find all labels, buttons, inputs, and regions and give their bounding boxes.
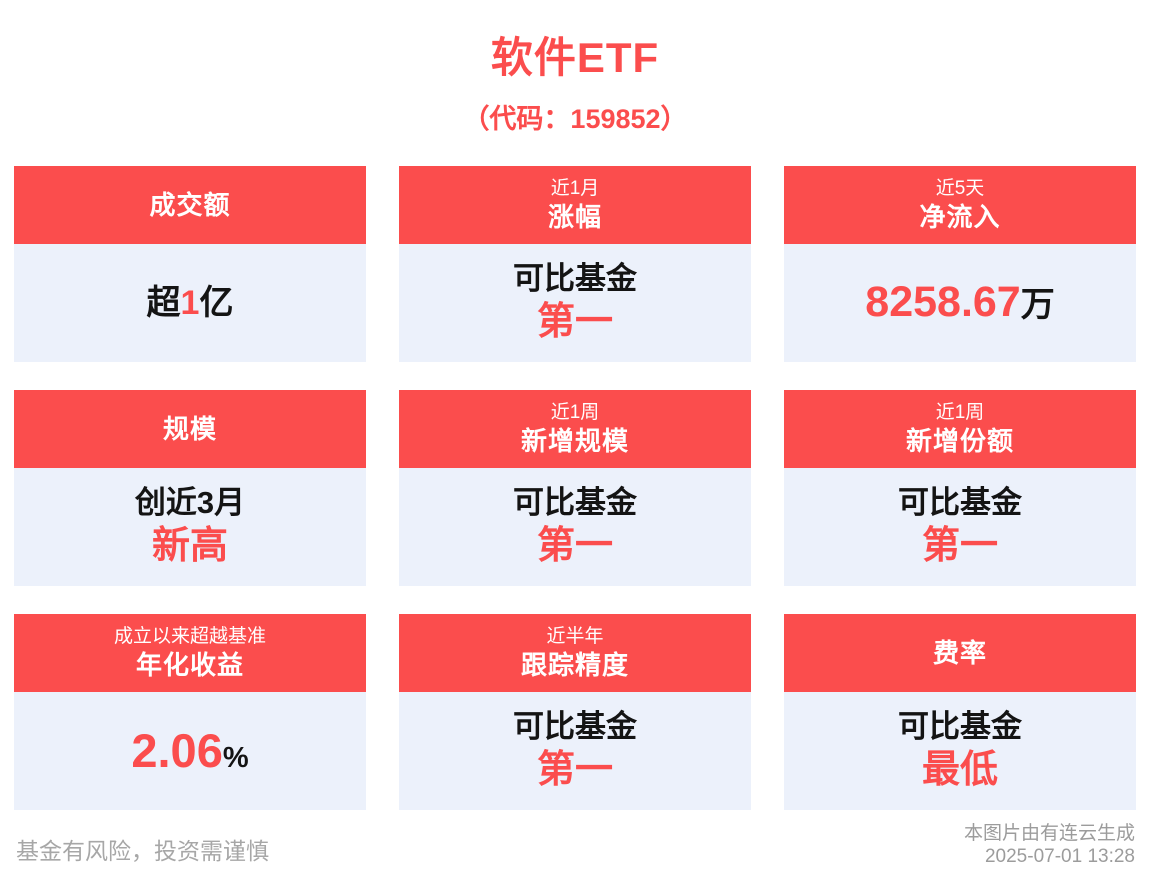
card-value-line1: 可比基金 xyxy=(513,708,637,745)
card-header-period: 近半年 xyxy=(546,625,604,647)
infographic-page: 软件ETF （代码：159852） 成交额 超1亿 近1月 涨幅 可比基金 第一 xyxy=(0,24,1150,884)
card-body: 8258.67万 xyxy=(784,244,1136,362)
card-header-period: 近5天 xyxy=(935,177,985,199)
card-body: 创近3月 新高 xyxy=(14,468,366,586)
card-tracking-precision: 近半年 跟踪精度 可比基金 第一 xyxy=(399,614,751,810)
card-value-line2: 第一 xyxy=(921,525,998,568)
card-value-accent: 1 xyxy=(180,283,200,322)
risk-disclaimer: 基金有风险，投资需谨慎 xyxy=(16,838,269,864)
card-header: 近1月 涨幅 xyxy=(399,166,751,244)
card-body: 可比基金 第一 xyxy=(784,468,1136,586)
card-header-title: 新增规模 xyxy=(520,425,629,456)
generator-credit: 本图片由有连云生成 2025-07-01 13:28 xyxy=(964,823,1135,869)
card-value-prefix: 创近3月 xyxy=(134,485,246,521)
card-annualized-return: 成立以来超越基准 年化收益 2.06% xyxy=(14,614,366,810)
card-value-suffix: % xyxy=(222,741,249,774)
card-header: 规模 xyxy=(14,390,366,468)
card-value-line1: 可比基金 xyxy=(513,484,637,521)
card-body: 超1亿 xyxy=(14,244,366,362)
card-value-prefix: 可比基金 xyxy=(513,261,637,297)
card-value-prefix: 可比基金 xyxy=(513,709,637,745)
card-value-accent: 2.06 xyxy=(131,723,223,777)
card-value-line2: 第一 xyxy=(536,301,613,344)
card-value-line1: 8258.67万 xyxy=(865,277,1054,329)
card-value-line1: 可比基金 xyxy=(898,484,1022,521)
generator-credit-line: 本图片由有连云生成 xyxy=(963,823,1135,845)
card-1w-new-shares: 近1周 新增份额 可比基金 第一 xyxy=(784,390,1136,586)
card-value-prefix: 可比基金 xyxy=(513,485,637,521)
card-header: 近1周 新增规模 xyxy=(399,390,751,468)
card-value-line1: 可比基金 xyxy=(513,260,637,297)
card-body: 2.06% xyxy=(14,692,366,810)
card-header-title: 净流入 xyxy=(919,201,1001,232)
card-body: 可比基金 第一 xyxy=(399,244,751,362)
card-1w-new-scale: 近1周 新增规模 可比基金 第一 xyxy=(399,390,751,586)
stats-grid: 成交额 超1亿 近1月 涨幅 可比基金 第一 近5天 净流入 8258 xyxy=(14,166,1136,810)
card-header: 成交额 xyxy=(14,166,366,244)
card-fee-rate: 费率 可比基金 最低 xyxy=(784,614,1136,810)
card-header: 费率 xyxy=(784,614,1136,692)
card-value-line1: 可比基金 xyxy=(898,708,1022,745)
card-value-prefix: 可比基金 xyxy=(898,709,1022,745)
card-value-line2: 新高 xyxy=(151,525,228,568)
card-header-title: 涨幅 xyxy=(547,201,602,232)
card-value-line2: 最低 xyxy=(921,749,998,792)
card-value-prefix: 可比基金 xyxy=(898,485,1022,521)
card-header-title: 年化收益 xyxy=(135,649,244,680)
card-value-accent: 8258.67 xyxy=(865,278,1021,327)
card-header-period: 近1月 xyxy=(550,177,600,199)
page-title: 软件ETF xyxy=(490,34,660,81)
card-value-line2: 第一 xyxy=(536,525,613,568)
card-header-title: 新增份额 xyxy=(905,425,1014,456)
page-subtitle: （代码：159852） xyxy=(462,104,688,134)
card-header: 成立以来超越基准 年化收益 xyxy=(14,614,366,692)
card-body: 可比基金 第一 xyxy=(399,692,751,810)
card-header-title: 成交额 xyxy=(149,189,231,220)
card-header-period: 近1周 xyxy=(935,401,985,423)
card-header-period: 成立以来超越基准 xyxy=(113,625,266,647)
card-header-title: 规模 xyxy=(162,413,217,444)
card-header-title: 跟踪精度 xyxy=(520,649,629,680)
card-body: 可比基金 第一 xyxy=(399,468,751,586)
card-body: 可比基金 最低 xyxy=(784,692,1136,810)
card-value-line1: 2.06% xyxy=(131,723,248,779)
card-header-title: 费率 xyxy=(932,637,987,668)
card-value-suffix: 亿 xyxy=(199,283,234,322)
card-header-period: 近1周 xyxy=(550,401,600,423)
card-header: 近半年 跟踪精度 xyxy=(399,614,751,692)
card-header: 近5天 净流入 xyxy=(784,166,1136,244)
card-turnover: 成交额 超1亿 xyxy=(14,166,366,362)
card-value-line2: 第一 xyxy=(536,749,613,792)
card-value-line1: 超1亿 xyxy=(147,283,234,324)
card-header: 近1周 新增份额 xyxy=(784,390,1136,468)
card-scale: 规模 创近3月 新高 xyxy=(14,390,366,586)
generated-timestamp: 2025-07-01 13:28 xyxy=(984,846,1135,868)
card-value-line1: 创近3月 xyxy=(135,484,245,521)
card-value-prefix: 超 xyxy=(146,283,181,322)
card-value-suffix: 万 xyxy=(1020,286,1055,325)
card-1m-gain: 近1月 涨幅 可比基金 第一 xyxy=(399,166,751,362)
card-5d-net-inflow: 近5天 净流入 8258.67万 xyxy=(784,166,1136,362)
